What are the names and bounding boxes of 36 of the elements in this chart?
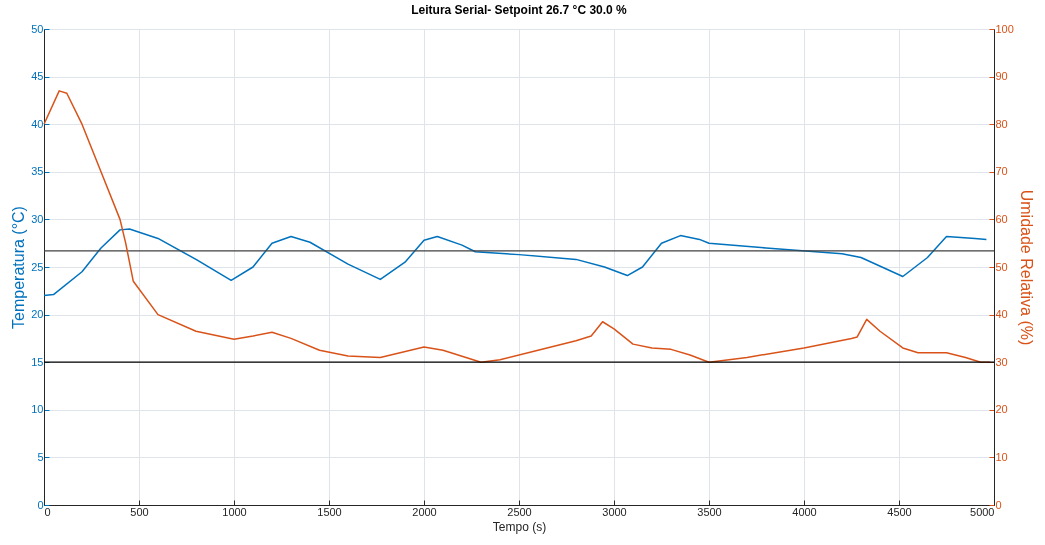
x-axis-title: Tempo (s) (492, 519, 547, 534)
y-tick-label: 30 (31, 212, 44, 225)
line-series (43, 228, 988, 297)
x-tick-label: 1500 (317, 505, 342, 518)
x-tick-label: 2000 (412, 505, 437, 518)
y2-tick-label: 100 (995, 22, 1014, 35)
x-tick-label: 4500 (887, 505, 912, 518)
y-tick-label: 10 (31, 403, 44, 416)
y-axis-title: Temperatura (°C) (10, 206, 28, 329)
y2-tick-label: 30 (995, 355, 1008, 368)
y2-tick-label: 90 (995, 70, 1008, 83)
chart-title: Leitura Serial- Setpoint 26.7 °C 30.0 % (411, 3, 628, 17)
x-tick-label: 3000 (602, 505, 627, 518)
x-tick-label: 1000 (222, 505, 247, 518)
y-tick-label: 45 (31, 70, 44, 83)
y-tick-label: 25 (31, 260, 44, 273)
x-tick-label: 4000 (792, 505, 817, 518)
y-tick-label: 5 (37, 450, 44, 463)
y-tick-label: 40 (31, 117, 44, 130)
y-tick-label: 15 (31, 355, 44, 368)
y-tick-label: 35 (31, 165, 44, 178)
y2-tick-label: 50 (995, 260, 1008, 273)
x-tick-label: 5000 (970, 505, 995, 518)
line-series (43, 90, 991, 363)
y2-tick-label: 80 (995, 117, 1008, 130)
x-tick-label: 3500 (697, 505, 722, 518)
y2-tick-label: 10 (995, 450, 1008, 463)
y2-tick-label: 60 (995, 212, 1008, 225)
y2-tick-label: 20 (995, 403, 1008, 416)
y2-tick-label: 70 (995, 165, 1008, 178)
y-tick-label: 50 (31, 22, 44, 35)
y2-axis-title: Umidade Relativa (%) (1017, 189, 1035, 346)
y2-tick-label: 40 (995, 308, 1008, 321)
y-tick-label: 20 (31, 308, 44, 321)
x-tick-label: 2500 (507, 505, 532, 518)
x-tick-label: 500 (130, 505, 149, 518)
